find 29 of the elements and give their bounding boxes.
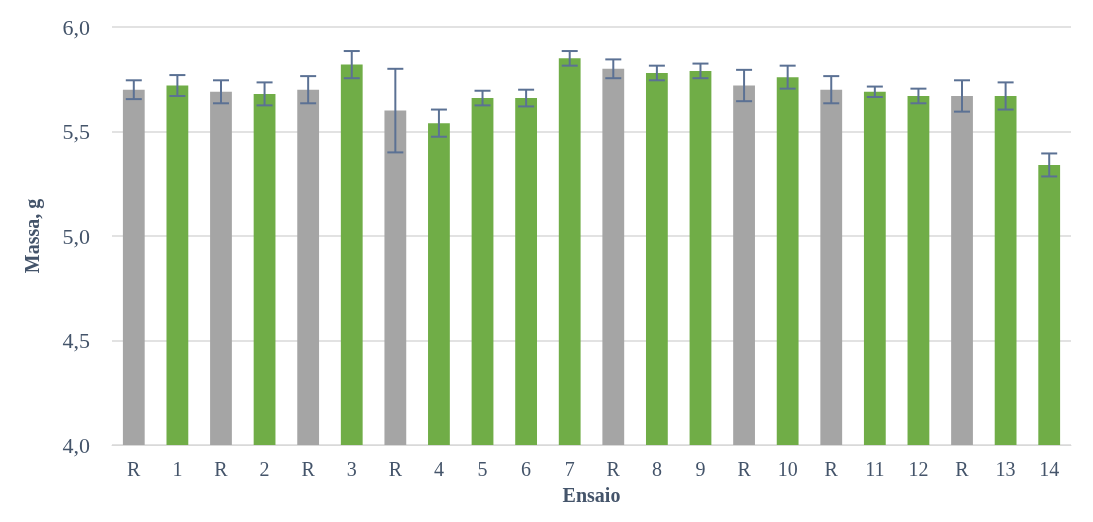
y-axis-title: Massa, g [21, 198, 44, 274]
x-axis-title: Ensaio [562, 484, 621, 506]
x-tick-label: 8 [651, 458, 662, 480]
x-tick-label: 11 [865, 458, 885, 480]
x-tick-label: 10 [777, 458, 798, 480]
x-tick-label: 3 [346, 458, 357, 480]
y-tick-label: 5,0 [62, 223, 90, 249]
y-tick-label: 5,5 [62, 119, 90, 144]
x-tick-label: R [606, 458, 621, 480]
x-tick-label: 6 [521, 458, 532, 480]
y-tick-label: 4,0 [62, 432, 90, 458]
y-tick-label: 4,5 [62, 328, 90, 353]
x-tick-label: R [301, 458, 316, 480]
x-tick-label: R [388, 458, 403, 480]
x-tick-label: 14 [1039, 458, 1060, 480]
x-tick-label: 12 [908, 458, 929, 480]
x-tick-label: R [824, 458, 839, 480]
x-tick-label: 1 [172, 458, 183, 480]
x-tick-label: 2 [259, 458, 270, 480]
x-tick-label: 7 [564, 458, 575, 480]
x-tick-label: 5 [477, 458, 488, 480]
x-tick-label: R [737, 458, 752, 480]
x-tick-label: 13 [995, 458, 1016, 480]
x-tick-label: R [214, 458, 229, 480]
x-tick-label: R [127, 458, 142, 480]
x-tick-label: 4 [433, 458, 444, 480]
x-tick-label: 9 [695, 458, 706, 480]
y-tick-label: 6,0 [62, 14, 90, 40]
x-tick-label: R [955, 458, 970, 480]
